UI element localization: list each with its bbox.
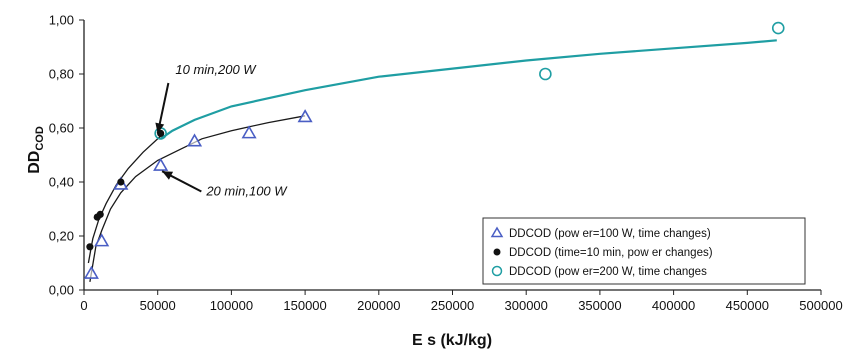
legend-marker-triangle <box>490 226 504 238</box>
x-tick-label: 250000 <box>431 298 474 313</box>
x-tick-label: 450000 <box>726 298 769 313</box>
data-point-series-1 <box>94 233 110 247</box>
y-tick-label: 0,60 <box>49 121 74 136</box>
data-point-series-1 <box>153 157 169 171</box>
y-tick-label: 0,40 <box>49 175 74 190</box>
x-tick-label: 300000 <box>505 298 548 313</box>
trend-lines <box>87 39 777 283</box>
legend-entry-2: DDCOD (time=10 min, pow er changes) <box>493 247 713 259</box>
y-tick-label: 1,00 <box>49 13 74 28</box>
annotation-arrowhead-1 <box>155 122 165 134</box>
x-tick-label: 0 <box>80 298 87 313</box>
data-point-series-1 <box>297 109 313 123</box>
x-tick-label: 350000 <box>578 298 621 313</box>
legend-marker-dot <box>493 248 501 256</box>
legend-label: DDCOD (pow er=200 W, time changes <box>509 266 707 278</box>
annotation-label-2: 20 min,100 W <box>205 184 288 199</box>
data-point-series-1 <box>83 265 99 279</box>
legend-entry-1: DDCOD (pow er=100 W, time changes) <box>490 226 711 240</box>
data-point-series-2 <box>96 210 104 218</box>
x-tick-label: 500000 <box>799 298 842 313</box>
data-point-series-1 <box>186 133 203 147</box>
trend-line-2 <box>87 135 162 264</box>
x-tick-label: 100000 <box>210 298 253 313</box>
legend-label: DDCOD (pow er=100 W, time changes) <box>509 228 711 240</box>
x-tick-label: 200000 <box>357 298 400 313</box>
annotations: 10 min,200 W 20 min,100 W <box>155 62 288 199</box>
y-tick-label: 0,20 <box>49 229 74 244</box>
data-point-series-3 <box>771 21 785 35</box>
annotation-label-1: 10 min,200 W <box>175 62 257 77</box>
legend: DDCOD (pow er=100 W, time changes) DDCOD … <box>482 217 806 285</box>
y-tick-label: 0,00 <box>49 283 74 298</box>
trend-line-1 <box>89 115 306 283</box>
legend-box <box>482 217 806 285</box>
data-point-series-3 <box>539 67 552 81</box>
trend-line-3 <box>159 39 777 140</box>
data-point-series-2 <box>86 243 94 251</box>
y-axis-title: DDCOD <box>26 126 46 174</box>
x-axis-title: E s (kJ/kg) <box>412 332 492 349</box>
tick-labels: 0 50000 100000 150000 200000 250000 300000 3500… <box>49 13 843 314</box>
data-point-series-2 <box>117 178 125 186</box>
axes <box>79 19 822 295</box>
annotation-arrowhead-2 <box>162 171 174 180</box>
y-tick-label: 0,80 <box>49 67 74 82</box>
data-point-series-1 <box>241 125 257 139</box>
legend-label: DDCOD (time=10 min, pow er changes) <box>509 247 713 259</box>
legend-marker-circle <box>491 265 503 277</box>
x-tick-label: 50000 <box>140 298 176 313</box>
x-tick-label: 150000 <box>283 298 326 313</box>
legend-entry-3: DDCOD (pow er=200 W, time changes <box>491 265 707 278</box>
x-tick-label: 400000 <box>652 298 695 313</box>
